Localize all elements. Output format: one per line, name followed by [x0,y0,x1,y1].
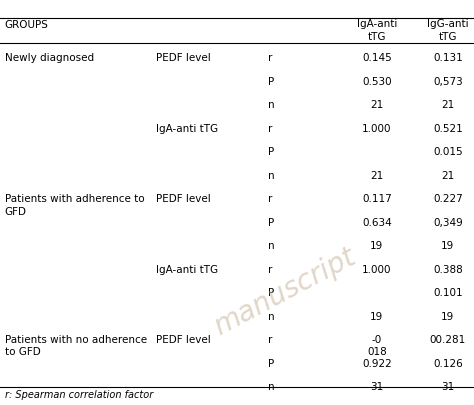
Text: IgA-anti tTG: IgA-anti tTG [156,265,219,275]
Text: 0.015: 0.015 [433,147,463,158]
Text: 31: 31 [441,382,455,392]
Text: 0.388: 0.388 [433,265,463,275]
Text: IgA-anti: IgA-anti [356,19,397,30]
Text: r: r [268,335,272,345]
Text: 21: 21 [441,100,455,111]
Text: GFD: GFD [5,207,27,217]
Text: to GFD: to GFD [5,347,40,358]
Text: PEDF level: PEDF level [156,194,211,205]
Text: -0: -0 [372,335,382,345]
Text: 0,349: 0,349 [433,218,463,228]
Text: n: n [268,241,274,252]
Text: 0.521: 0.521 [433,124,463,134]
Text: n: n [268,312,274,322]
Text: Newly diagnosed: Newly diagnosed [5,53,94,64]
Text: manuscript: manuscript [209,243,360,341]
Text: r: r [268,265,272,275]
Text: IgA-anti tTG: IgA-anti tTG [156,124,219,134]
Text: 0.530: 0.530 [362,77,392,87]
Text: n: n [268,382,274,392]
Text: PEDF level: PEDF level [156,335,211,345]
Text: P: P [268,288,274,298]
Text: r: r [268,194,272,205]
Text: 0.634: 0.634 [362,218,392,228]
Text: PEDF level: PEDF level [156,53,211,64]
Text: 31: 31 [370,382,383,392]
Text: r: r [268,53,272,64]
Text: 0.101: 0.101 [433,288,463,298]
Text: 0.131: 0.131 [433,53,463,64]
Text: r: r [268,124,272,134]
Text: 00.281: 00.281 [430,335,466,345]
Text: P: P [268,218,274,228]
Text: 0.126: 0.126 [433,359,463,369]
Text: 19: 19 [441,312,455,322]
Text: tTG: tTG [367,32,386,42]
Text: P: P [268,359,274,369]
Text: 0,573: 0,573 [433,77,463,87]
Text: 21: 21 [370,100,383,111]
Text: 0.117: 0.117 [362,194,392,205]
Text: Patients with adherence to: Patients with adherence to [5,194,145,205]
Text: r: Spearman correlation factor: r: Spearman correlation factor [5,390,153,400]
Text: P: P [268,147,274,158]
Text: 0.227: 0.227 [433,194,463,205]
Text: 19: 19 [441,241,455,252]
Text: 21: 21 [370,171,383,181]
Text: P: P [268,77,274,87]
Text: IgG-anti: IgG-anti [427,19,469,30]
Text: n: n [268,171,274,181]
Text: 0.145: 0.145 [362,53,392,64]
Text: 0.922: 0.922 [362,359,392,369]
Text: tTG: tTG [438,32,457,42]
Text: 19: 19 [370,241,383,252]
Text: 1.000: 1.000 [362,265,392,275]
Text: 018: 018 [367,347,387,358]
Text: Patients with no adherence: Patients with no adherence [5,335,147,345]
Text: GROUPS: GROUPS [5,20,49,30]
Text: 19: 19 [370,312,383,322]
Text: n: n [268,100,274,111]
Text: 1.000: 1.000 [362,124,392,134]
Text: 21: 21 [441,171,455,181]
